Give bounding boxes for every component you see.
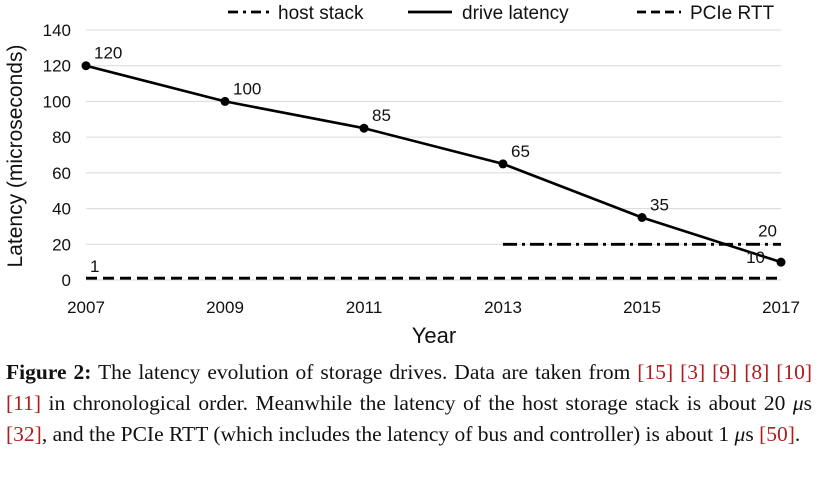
y-tick-120: 120 (43, 57, 71, 76)
data-label-drive-2011: 85 (372, 106, 391, 125)
data-points (81, 61, 786, 267)
y-tick-140: 140 (43, 21, 71, 40)
y-tick-80: 80 (52, 128, 71, 147)
x-tick-2011: 2011 (346, 298, 383, 317)
y-tick-0: 0 (62, 271, 71, 290)
x-tick-2007: 2007 (67, 298, 105, 317)
point-drive-latency-2015 (637, 213, 647, 222)
x-tick-2013: 2013 (484, 298, 522, 317)
citation-10[interactable]: [10] (776, 360, 813, 384)
citation-9[interactable]: [9] (712, 360, 738, 384)
mu-symbol: μ (792, 391, 804, 415)
x-tick-2017: 2017 (762, 298, 800, 317)
citation-50[interactable]: [50] (759, 422, 795, 446)
legend-label-pcie-rtt: PCIe RTT (690, 3, 775, 24)
data-label-pcie-rtt: 1 (90, 257, 99, 276)
citation-15[interactable]: [15] (637, 360, 674, 384)
y-tick-60: 60 (52, 164, 71, 183)
gridlines (86, 29, 781, 281)
legend: host stack drive latency PCIe RTT (228, 3, 775, 24)
unit-s: s (745, 422, 760, 446)
point-drive-latency-2007 (81, 61, 91, 71)
y-tick-labels: 0 20 40 60 80 100 120 140 (43, 21, 71, 290)
caption-text-1: The latency evolution of storage drives.… (91, 360, 638, 384)
y-tick-100: 100 (43, 92, 71, 111)
x-tick-labels: 2007 2009 2011 2013 2015 2017 (67, 298, 800, 317)
citation-32[interactable]: [32] (6, 422, 42, 446)
caption-text-2: in chronological order. Meanwhile the la… (41, 391, 793, 415)
series-lines (85, 64, 782, 280)
x-axis-title: Year (412, 323, 456, 348)
figure-caption: Figure 2: The latency evolution of stora… (6, 357, 812, 450)
point-drive-latency-2011 (359, 123, 369, 133)
legend-label-drive-latency: drive latency (462, 3, 569, 24)
point-drive-latency-2013 (498, 159, 508, 169)
data-label-drive-2013: 65 (511, 142, 530, 161)
data-labels: 120 100 85 65 35 10 20 1 (90, 44, 777, 277)
point-drive-latency-2009 (220, 96, 230, 106)
caption-text-3: , and the PCIe RTT (which includes the l… (41, 422, 735, 446)
citation-3[interactable]: [3] (680, 360, 706, 384)
unit-s: s (803, 391, 812, 415)
citation-8[interactable]: [8] (744, 360, 770, 384)
figure-label: Figure 2: (6, 360, 92, 384)
caption-text-end: . (794, 422, 801, 446)
y-tick-20: 20 (52, 235, 71, 254)
y-axis-title: Latency (microseconds) (4, 45, 27, 268)
data-label-drive-2017: 10 (746, 248, 765, 267)
mu-symbol: μ (734, 422, 746, 446)
data-label-drive-2007: 120 (94, 44, 122, 63)
data-label-drive-2015: 35 (650, 196, 669, 215)
x-tick-2015: 2015 (623, 298, 661, 317)
data-label-drive-2009: 100 (233, 79, 261, 98)
y-tick-40: 40 (52, 200, 71, 219)
citation-11[interactable]: [11] (6, 391, 42, 415)
point-drive-latency-2017 (776, 257, 786, 267)
data-label-host-stack: 20 (758, 221, 777, 240)
legend-label-host-stack: host stack (278, 3, 364, 24)
x-tick-2009: 2009 (206, 298, 244, 317)
series-line-drive-latency (85, 64, 782, 264)
